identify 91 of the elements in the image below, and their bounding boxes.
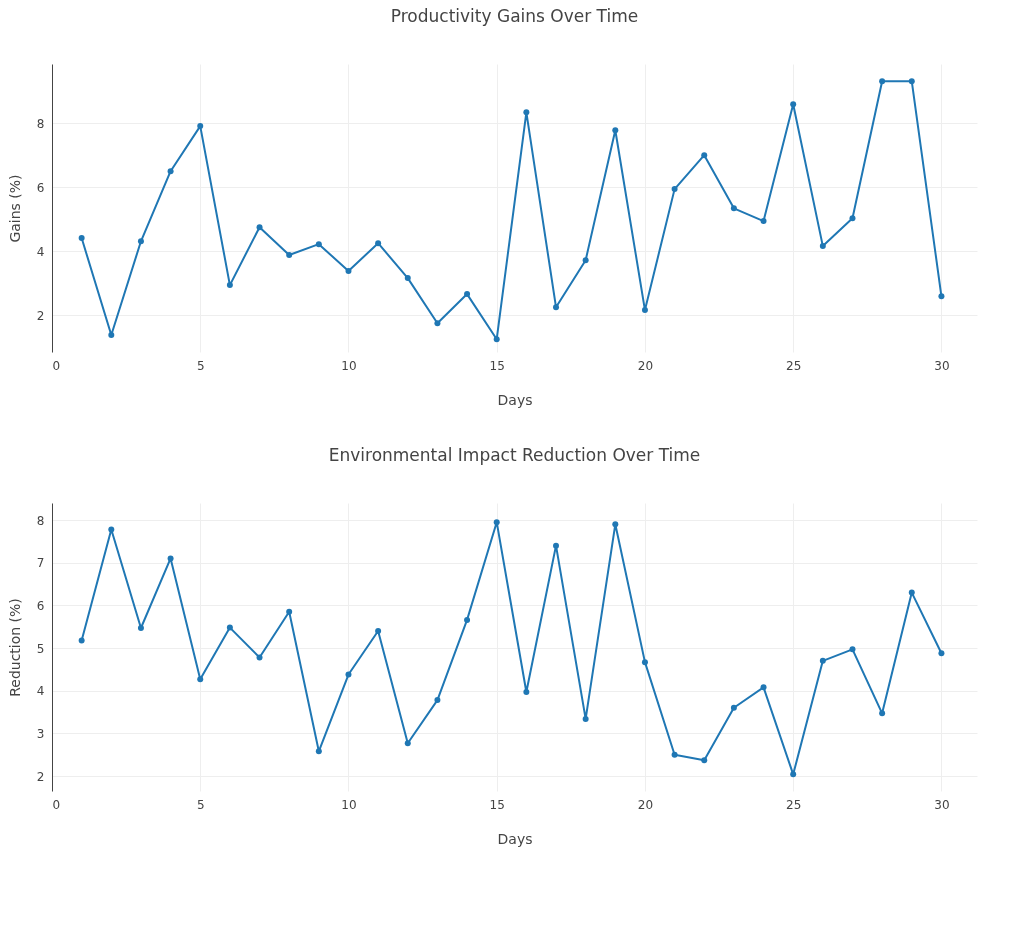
point [582, 715, 589, 722]
point [641, 659, 648, 666]
point [315, 241, 322, 248]
point [730, 205, 737, 212]
point [226, 282, 233, 289]
point [78, 235, 85, 242]
point [849, 646, 856, 653]
x-tick-label: 10 [341, 358, 357, 373]
x-tick-label: 20 [637, 358, 654, 373]
point [167, 555, 174, 562]
point [612, 521, 619, 528]
y-tick-label: 2 [36, 308, 45, 323]
point [197, 123, 204, 130]
x-tick-label: 25 [786, 797, 802, 812]
x-tick-label: 25 [786, 358, 802, 373]
y-tick-label: 3 [36, 726, 45, 741]
point [849, 215, 856, 222]
y-tick-label: 4 [36, 684, 45, 699]
point [404, 275, 411, 282]
point [345, 671, 352, 678]
point [938, 650, 945, 657]
point [404, 740, 411, 747]
y-tick-label: 2 [36, 769, 45, 784]
y-axis-title: Gains (%) [6, 174, 23, 243]
point [790, 771, 797, 778]
point [523, 109, 530, 116]
point [315, 748, 322, 755]
point [108, 332, 115, 339]
point [197, 676, 204, 683]
point [464, 291, 471, 298]
point [553, 304, 560, 311]
point [78, 637, 85, 644]
point [137, 625, 144, 632]
point [375, 240, 382, 247]
point [908, 78, 915, 85]
point [819, 657, 826, 664]
x-tick-label: 30 [934, 797, 950, 812]
x-tick-label: 5 [196, 358, 205, 373]
point [701, 757, 708, 764]
y-tick-label: 5 [36, 641, 45, 656]
y-tick-label: 8 [36, 513, 45, 528]
x-tick-label: 10 [341, 797, 357, 812]
y-tick-label: 8 [36, 116, 45, 131]
chart-title: Productivity Gains Over Time [390, 6, 639, 26]
point [701, 152, 708, 159]
chart-title: Environmental Impact Reduction Over Time [328, 445, 701, 465]
point [493, 519, 500, 526]
point [819, 243, 826, 250]
y-tick-label: 7 [36, 556, 45, 571]
point [671, 751, 678, 758]
point [256, 224, 263, 231]
x-axis-title: Days [497, 391, 533, 408]
point [908, 589, 915, 596]
point [612, 127, 619, 134]
x-tick-label: 15 [489, 797, 505, 812]
point [523, 689, 530, 696]
point [286, 252, 293, 259]
x-axis-title: Days [497, 830, 533, 847]
point [256, 654, 263, 661]
point [879, 78, 886, 85]
x-tick-label: 20 [637, 797, 654, 812]
x-tick-label: 5 [196, 797, 205, 812]
point [286, 608, 293, 615]
point [434, 320, 441, 327]
point [226, 624, 233, 631]
point [879, 710, 886, 717]
point [375, 628, 382, 634]
point [464, 616, 471, 623]
x-tick-label: 0 [52, 797, 61, 812]
point [790, 101, 797, 108]
point [167, 168, 174, 175]
point [493, 336, 500, 343]
y-tick-label: 6 [36, 598, 45, 613]
point [582, 257, 589, 264]
point [760, 218, 767, 225]
point [434, 697, 441, 704]
point [641, 307, 648, 314]
y-axis-title: Reduction (%) [6, 598, 23, 697]
point [938, 293, 945, 300]
y-tick-label: 6 [36, 180, 45, 195]
y-tick-label: 4 [36, 244, 45, 259]
x-tick-label: 15 [489, 358, 505, 373]
point [553, 542, 560, 549]
point [671, 186, 678, 193]
point [760, 684, 767, 691]
point [345, 268, 352, 275]
point [730, 704, 737, 711]
x-tick-label: 30 [934, 358, 950, 373]
x-tick-label: 0 [52, 358, 61, 373]
point [137, 238, 144, 245]
point [108, 526, 115, 533]
